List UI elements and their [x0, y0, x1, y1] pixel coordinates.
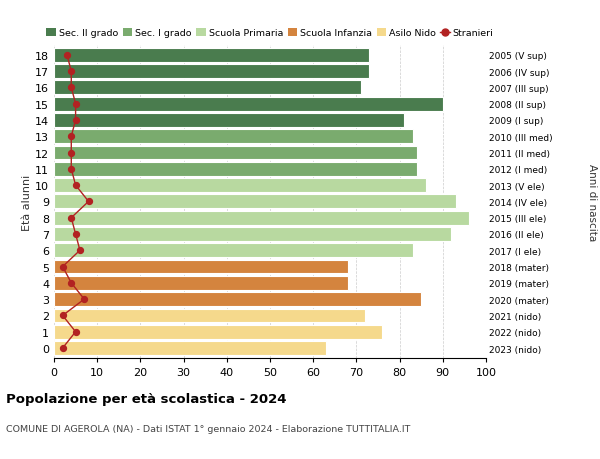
Point [58, 345, 67, 352]
Point [67, 68, 76, 76]
Point [84, 198, 94, 206]
Bar [54, 260, 348, 274]
Bar [54, 276, 348, 290]
Bar [54, 49, 370, 62]
Bar [54, 195, 456, 209]
Point [67, 150, 76, 157]
Bar [54, 65, 370, 79]
Point [67, 280, 76, 287]
Point [58, 263, 67, 271]
Text: Anni di nascita: Anni di nascita [587, 163, 597, 241]
Point [71, 328, 80, 336]
Point [71, 231, 80, 238]
Y-axis label: Età alunni: Età alunni [22, 174, 32, 230]
Bar [54, 211, 469, 225]
Bar [54, 162, 417, 176]
Legend: Sec. II grado, Sec. I grado, Scuola Primaria, Scuola Infanzia, Asilo Nido, Stran: Sec. II grado, Sec. I grado, Scuola Prim… [46, 29, 494, 38]
Bar [54, 179, 425, 193]
Point [79, 296, 89, 303]
Bar [54, 292, 421, 307]
Bar [54, 146, 417, 160]
Text: Popolazione per età scolastica - 2024: Popolazione per età scolastica - 2024 [6, 392, 287, 405]
Bar [54, 114, 404, 128]
Bar [54, 325, 382, 339]
Bar [54, 228, 451, 241]
Bar [54, 97, 443, 112]
Bar [54, 309, 365, 323]
Bar [54, 341, 326, 355]
Bar [54, 244, 413, 257]
Point [71, 182, 80, 190]
Point [67, 166, 76, 173]
Point [67, 84, 76, 92]
Point [71, 101, 80, 108]
Point [62, 52, 72, 59]
Text: COMUNE DI AGEROLA (NA) - Dati ISTAT 1° gennaio 2024 - Elaborazione TUTTITALIA.IT: COMUNE DI AGEROLA (NA) - Dati ISTAT 1° g… [6, 425, 410, 434]
Bar [54, 130, 413, 144]
Point [67, 214, 76, 222]
Point [71, 117, 80, 124]
Bar [54, 81, 361, 95]
Point [75, 247, 85, 254]
Point [58, 312, 67, 319]
Point [67, 133, 76, 140]
